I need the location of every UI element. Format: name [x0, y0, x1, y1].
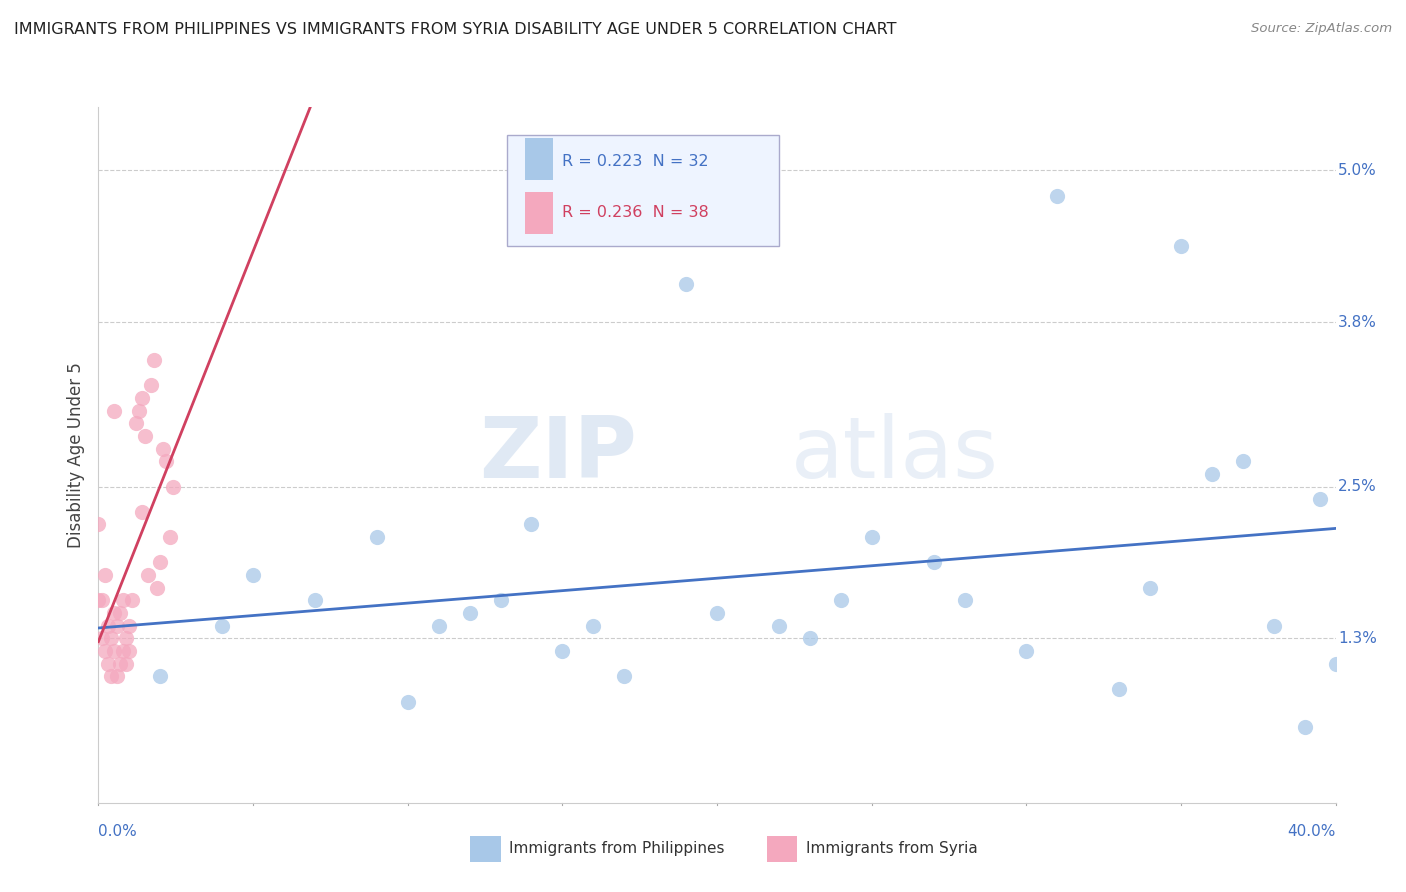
Point — [162, 479, 184, 493]
Point — [242, 568, 264, 582]
Text: atlas: atlas — [792, 413, 1000, 497]
Point — [458, 606, 481, 620]
Point — [97, 657, 120, 671]
Point — [100, 669, 122, 683]
Y-axis label: Disability Age Under 5: Disability Age Under 5 — [66, 362, 84, 548]
Point — [304, 593, 326, 607]
Point — [1108, 681, 1130, 696]
Point — [1232, 454, 1254, 468]
Point — [118, 618, 141, 632]
Point — [1139, 581, 1161, 595]
Point — [830, 593, 852, 607]
Point — [520, 517, 543, 532]
Point — [87, 517, 110, 532]
Point — [87, 593, 110, 607]
Point — [105, 669, 128, 683]
Point — [366, 530, 388, 544]
Text: Immigrants from Philippines: Immigrants from Philippines — [509, 841, 724, 856]
Point — [768, 618, 790, 632]
Point — [93, 568, 115, 582]
Point — [103, 644, 125, 658]
Text: 3.8%: 3.8% — [1339, 315, 1376, 329]
Point — [103, 606, 125, 620]
Text: R = 0.236  N = 38: R = 0.236 N = 38 — [562, 205, 709, 220]
Point — [1309, 492, 1331, 507]
Point — [131, 505, 153, 519]
Point — [551, 644, 574, 658]
Text: IMMIGRANTS FROM PHILIPPINES VS IMMIGRANTS FROM SYRIA DISABILITY AGE UNDER 5 CORR: IMMIGRANTS FROM PHILIPPINES VS IMMIGRANT… — [14, 22, 897, 37]
Point — [90, 593, 112, 607]
FancyBboxPatch shape — [766, 836, 797, 862]
Point — [1170, 239, 1192, 253]
Point — [1201, 467, 1223, 481]
Point — [1015, 644, 1038, 658]
Point — [860, 530, 883, 544]
Point — [922, 556, 945, 570]
Point — [134, 429, 156, 443]
Point — [953, 593, 976, 607]
Point — [124, 417, 146, 431]
Point — [97, 618, 120, 632]
FancyBboxPatch shape — [506, 135, 779, 246]
Point — [128, 403, 150, 417]
Point — [427, 618, 450, 632]
Point — [115, 632, 138, 646]
Point — [149, 556, 172, 570]
Point — [136, 568, 159, 582]
Text: 1.3%: 1.3% — [1339, 631, 1376, 646]
Text: ZIP: ZIP — [479, 413, 637, 497]
Point — [675, 277, 697, 292]
Text: Immigrants from Syria: Immigrants from Syria — [806, 841, 979, 856]
Point — [1263, 618, 1285, 632]
Point — [112, 593, 135, 607]
Point — [143, 353, 166, 368]
Point — [108, 657, 131, 671]
Point — [121, 593, 143, 607]
Text: 0.0%: 0.0% — [98, 823, 138, 838]
Point — [105, 618, 128, 632]
FancyBboxPatch shape — [526, 138, 553, 180]
Point — [1046, 188, 1069, 202]
Point — [90, 632, 112, 646]
Point — [211, 618, 233, 632]
Point — [115, 657, 138, 671]
Point — [93, 644, 115, 658]
Point — [489, 593, 512, 607]
Point — [100, 632, 122, 646]
Point — [1294, 720, 1316, 734]
Point — [396, 695, 419, 709]
FancyBboxPatch shape — [470, 836, 501, 862]
Text: 2.5%: 2.5% — [1339, 479, 1376, 494]
Text: 5.0%: 5.0% — [1339, 163, 1376, 178]
Text: 40.0%: 40.0% — [1288, 823, 1336, 838]
Point — [613, 669, 636, 683]
Point — [159, 530, 181, 544]
FancyBboxPatch shape — [526, 192, 553, 234]
Point — [146, 581, 169, 595]
Point — [152, 442, 174, 456]
Point — [139, 378, 162, 392]
Point — [108, 606, 131, 620]
Point — [103, 403, 125, 417]
Text: Source: ZipAtlas.com: Source: ZipAtlas.com — [1251, 22, 1392, 36]
Point — [112, 644, 135, 658]
Point — [799, 632, 821, 646]
Point — [118, 644, 141, 658]
Point — [1324, 657, 1347, 671]
Point — [706, 606, 728, 620]
Point — [582, 618, 605, 632]
Point — [149, 669, 172, 683]
Text: R = 0.223  N = 32: R = 0.223 N = 32 — [562, 153, 709, 169]
Point — [155, 454, 177, 468]
Point — [131, 391, 153, 405]
